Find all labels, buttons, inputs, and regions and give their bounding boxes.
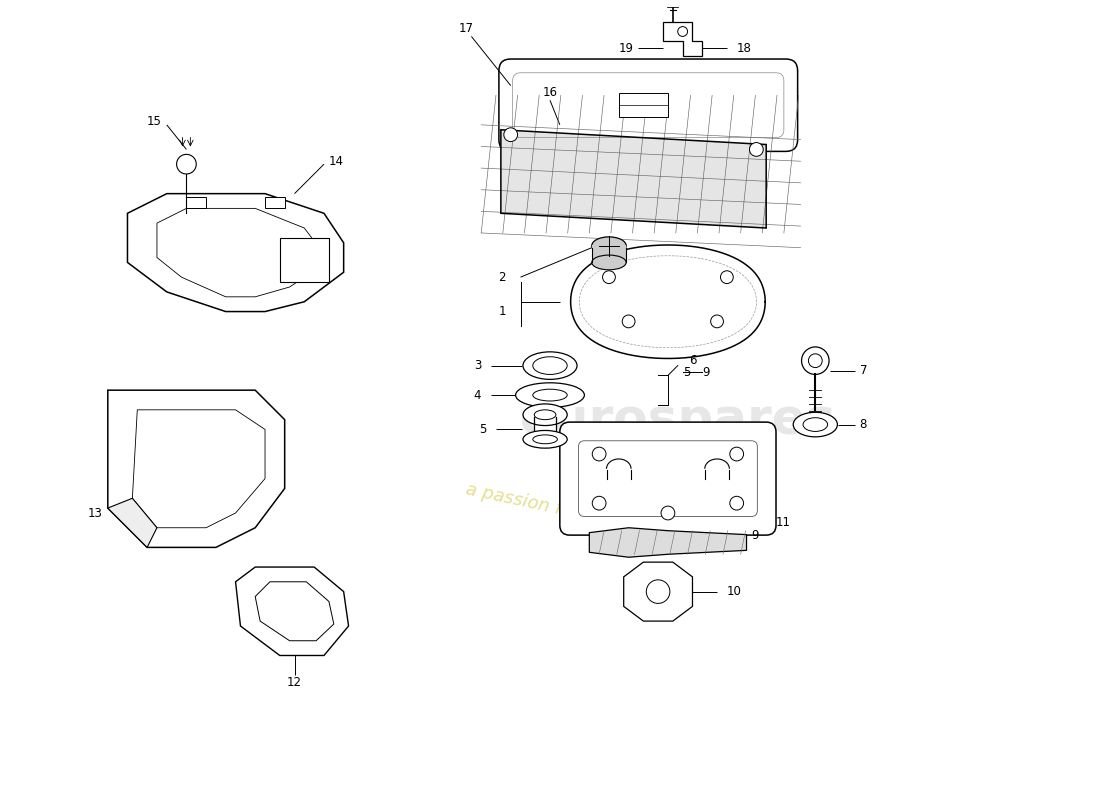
- Text: 2: 2: [498, 270, 506, 284]
- Text: 12: 12: [287, 677, 303, 690]
- Ellipse shape: [535, 410, 556, 420]
- Text: 5: 5: [683, 366, 690, 379]
- Circle shape: [729, 496, 744, 510]
- Ellipse shape: [803, 418, 827, 431]
- Circle shape: [678, 26, 688, 37]
- Ellipse shape: [522, 404, 568, 426]
- Text: 6: 6: [689, 354, 696, 367]
- Circle shape: [720, 270, 734, 283]
- Text: 9: 9: [751, 529, 759, 542]
- Text: 9: 9: [702, 366, 710, 379]
- Bar: [186, 197, 206, 208]
- Circle shape: [661, 506, 674, 520]
- Polygon shape: [108, 498, 157, 547]
- Circle shape: [177, 154, 196, 174]
- Text: 19: 19: [618, 42, 634, 54]
- Text: 18: 18: [737, 42, 751, 54]
- Ellipse shape: [793, 412, 837, 437]
- Bar: [279, 238, 329, 282]
- Circle shape: [729, 447, 744, 461]
- Circle shape: [808, 354, 822, 367]
- Circle shape: [623, 315, 635, 328]
- Text: a passion for parts since 1985: a passion for parts since 1985: [464, 481, 734, 555]
- Bar: [535, 414, 556, 439]
- Circle shape: [592, 447, 606, 461]
- Circle shape: [504, 128, 518, 142]
- Polygon shape: [624, 562, 693, 621]
- Polygon shape: [128, 194, 343, 311]
- Polygon shape: [663, 22, 702, 56]
- Circle shape: [749, 142, 763, 156]
- Polygon shape: [132, 410, 265, 528]
- Text: 14: 14: [329, 154, 344, 168]
- Polygon shape: [157, 208, 319, 297]
- Ellipse shape: [522, 430, 568, 448]
- Circle shape: [647, 580, 670, 603]
- Polygon shape: [235, 567, 349, 655]
- Polygon shape: [500, 130, 767, 228]
- Circle shape: [802, 347, 829, 374]
- Text: 4: 4: [474, 389, 481, 402]
- Text: 15: 15: [147, 115, 162, 129]
- Circle shape: [592, 496, 606, 510]
- Ellipse shape: [532, 435, 558, 444]
- Text: 11: 11: [776, 516, 791, 530]
- Ellipse shape: [516, 383, 584, 407]
- Circle shape: [711, 315, 724, 328]
- Text: 5: 5: [478, 423, 486, 436]
- Text: 1: 1: [498, 305, 506, 318]
- Text: eurospares: eurospares: [519, 396, 836, 444]
- Circle shape: [603, 270, 615, 283]
- Text: 8: 8: [859, 418, 867, 431]
- Bar: [265, 197, 285, 208]
- Text: 13: 13: [88, 506, 103, 519]
- Polygon shape: [108, 390, 285, 547]
- Bar: [619, 94, 668, 117]
- FancyBboxPatch shape: [499, 59, 798, 151]
- Ellipse shape: [592, 237, 626, 254]
- FancyBboxPatch shape: [560, 422, 775, 535]
- Ellipse shape: [592, 255, 626, 270]
- Text: 16: 16: [542, 86, 558, 99]
- Text: 17: 17: [459, 22, 474, 35]
- Polygon shape: [255, 582, 333, 641]
- Polygon shape: [590, 528, 747, 558]
- Ellipse shape: [532, 357, 568, 374]
- Bar: [592, 245, 626, 262]
- Ellipse shape: [522, 352, 578, 379]
- Text: 3: 3: [474, 359, 481, 372]
- Text: 10: 10: [727, 585, 741, 598]
- Ellipse shape: [532, 389, 568, 401]
- Text: 7: 7: [859, 364, 867, 377]
